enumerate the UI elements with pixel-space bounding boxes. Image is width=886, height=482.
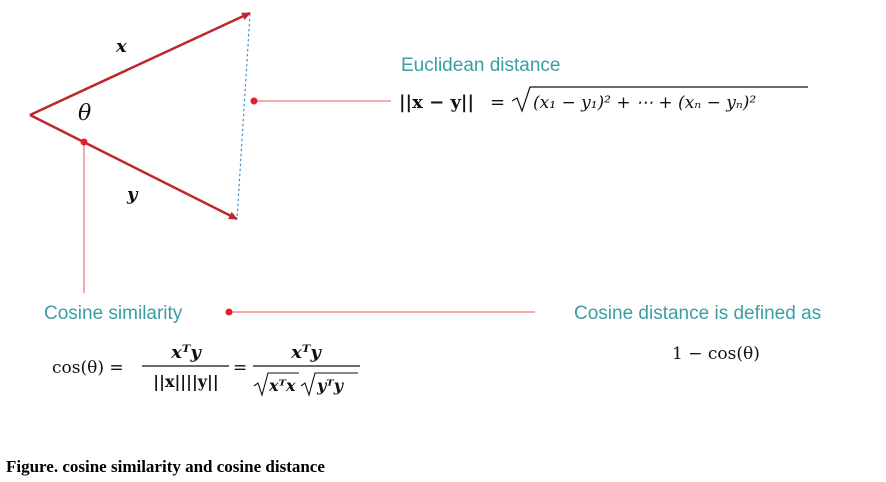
euclidean-norm: ||x − y|| — [399, 92, 474, 113]
vector-x-label: x — [115, 36, 127, 57]
vector-y-label: y — [126, 184, 139, 205]
euclidean-equals: = — [490, 92, 505, 113]
euclidean-title: Euclidean distance — [401, 55, 561, 76]
cosine-distance-formula: 1 − cos(θ) — [672, 344, 760, 364]
euclidean-radicand: (x₁ − y₁)² + ⋯ + (xₙ − yₙ)² — [533, 93, 756, 113]
fraction2-denominator-part1: xᵀx — [268, 376, 296, 395]
fraction2-denominator-part2: yᵀy — [316, 376, 345, 395]
vector-x-arrow — [30, 13, 250, 115]
cosine-distance-title: Cosine distance is defined as — [574, 303, 821, 324]
cosine-pointer-dot — [81, 139, 88, 146]
fraction2-numerator: xᵀy — [290, 342, 322, 363]
difference-dashed-line — [237, 14, 250, 219]
cosine-similarity-title: Cosine similarity — [44, 303, 183, 324]
fraction1-numerator: xᵀy — [170, 342, 202, 363]
figure-caption: Figure. cosine similarity and cosine dis… — [6, 457, 325, 476]
fraction1-denominator: ||x||||y|| — [153, 372, 218, 391]
distance-pointer-dot — [226, 309, 233, 316]
cosine-equals: = — [233, 358, 247, 378]
theta-label: θ — [78, 101, 91, 126]
euclidean-pointer-dot — [251, 98, 258, 105]
cosine-lhs: cos(θ) = — [52, 358, 124, 378]
